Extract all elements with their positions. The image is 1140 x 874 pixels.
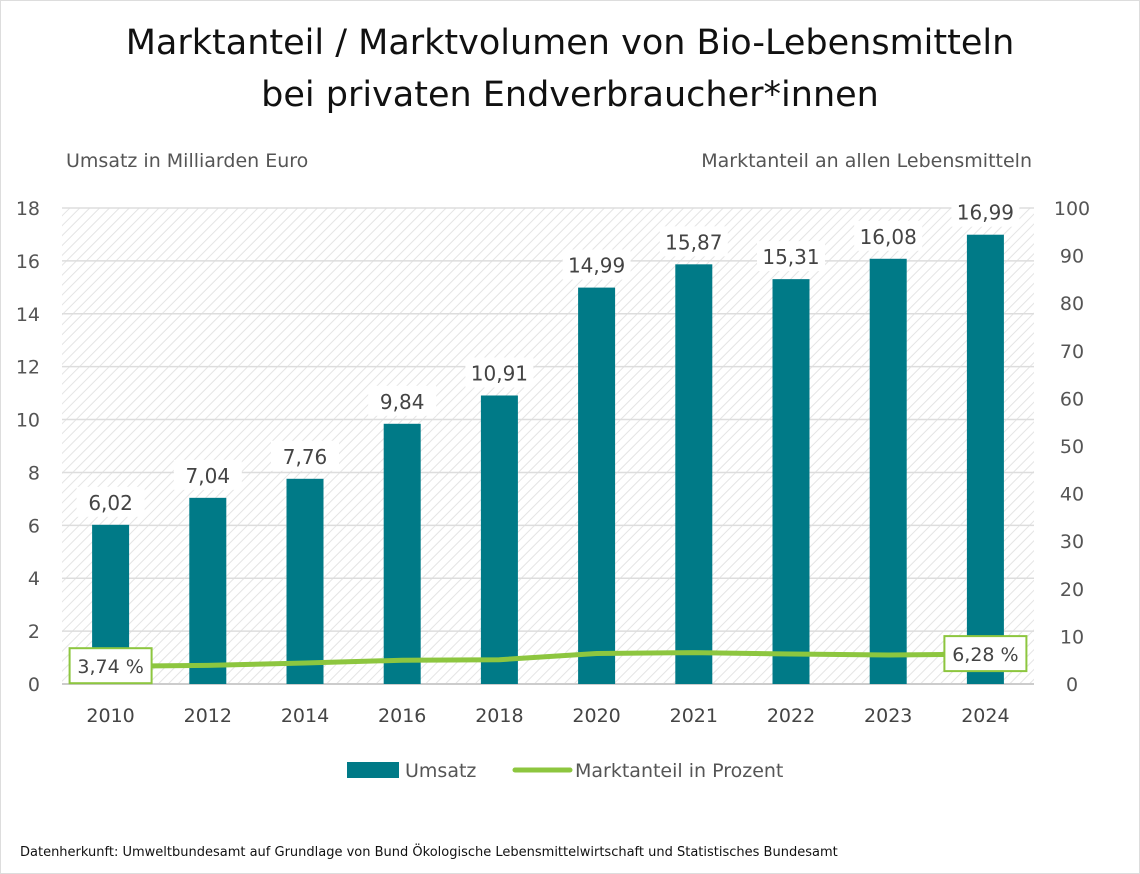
y-tick-label: 16 [16, 251, 40, 273]
y2-tick-label: 100 [1054, 198, 1090, 220]
data-label: 16,99 [957, 201, 1014, 225]
bar-2018 [480, 395, 518, 684]
data-label: 9,84 [380, 390, 425, 414]
y-tick-label: 2 [28, 621, 40, 643]
bar-2023 [869, 258, 907, 684]
y2-tick-label: 80 [1060, 293, 1084, 315]
y-tick-label: 4 [28, 568, 40, 590]
y2-axis-label: Marktanteil an allen Lebensmitteln [701, 150, 1032, 172]
y-tick-label: 10 [16, 410, 40, 432]
callout-box [943, 635, 1028, 673]
y-tick-label: 12 [16, 357, 40, 379]
data-label: 7,76 [283, 445, 328, 469]
x-tick-label: 2018 [475, 705, 523, 727]
y2-tick-label: 90 [1060, 246, 1084, 268]
y-tick-label: 6 [28, 515, 40, 537]
chart-title-line-1: Marktanteil / Marktvolumen von Bio-Leben… [125, 23, 1015, 63]
x-tick-label: 2010 [86, 705, 134, 727]
x-tick-label: 2020 [572, 705, 620, 727]
data-label-bg [951, 196, 1020, 227]
legend-swatch-umsatz [347, 762, 399, 778]
y-tick-label: 14 [16, 304, 40, 326]
bar-2021 [675, 264, 713, 684]
legend-label-marktanteil: Marktanteil in Prozent [575, 760, 783, 782]
y-tick-label: 18 [16, 198, 40, 220]
bar-2024 [966, 234, 1004, 684]
y2-tick-label: 10 [1060, 626, 1084, 648]
bar-2020 [578, 287, 616, 684]
x-tick-label: 2023 [864, 705, 912, 727]
y-tick-label: 8 [28, 462, 40, 484]
x-tick-label: 2021 [670, 705, 718, 727]
x-tick-label: 2024 [961, 705, 1009, 727]
data-label: 15,31 [762, 245, 819, 269]
callout-box [68, 647, 153, 685]
data-label-bg [173, 459, 242, 490]
x-tick-label: 2014 [281, 705, 329, 727]
y2-tick-label: 30 [1060, 531, 1084, 553]
chart-title-line-2: bei privaten Endverbraucher*innen [261, 75, 879, 115]
bar-2022 [772, 279, 810, 684]
data-label-bg [368, 385, 437, 416]
y2-tick-label: 70 [1060, 341, 1084, 363]
y2-tick-label: 60 [1060, 388, 1084, 410]
data-label-bg [76, 486, 145, 517]
y2-tick-label: 40 [1060, 484, 1084, 506]
data-label-bg [854, 220, 923, 251]
bar-2016 [383, 423, 421, 684]
x-tick-label: 2022 [767, 705, 815, 727]
data-label-bg [562, 249, 631, 280]
market-share-line [110, 650, 986, 669]
bar-2014 [286, 478, 324, 684]
data-label: 10,91 [471, 361, 528, 385]
callout-label: 6,28 % [952, 644, 1018, 666]
data-label-bg [271, 440, 339, 471]
y2-tick-label: 20 [1060, 579, 1084, 601]
y-axis-label: Umsatz in Milliarden Euro [66, 150, 309, 172]
data-label: 7,04 [186, 464, 231, 488]
source-note: Datenherkunft: Umweltbundesamt auf Grund… [20, 845, 838, 860]
data-label: 6,02 [88, 491, 133, 515]
y-tick-label: 0 [28, 674, 40, 696]
data-label: 15,87 [665, 230, 722, 254]
callout-label: 3,74 % [77, 656, 143, 678]
data-label: 16,08 [860, 225, 917, 249]
x-tick-label: 2016 [378, 705, 426, 727]
data-label-bg [757, 241, 825, 272]
y2-tick-label: 50 [1060, 436, 1084, 458]
data-label-bg [659, 226, 728, 257]
data-label-bg [465, 357, 534, 388]
data-label: 14,99 [568, 254, 625, 278]
y2-tick-label: 0 [1066, 674, 1078, 696]
x-tick-label: 2012 [184, 705, 232, 727]
bar-2012 [189, 497, 227, 684]
legend-label-umsatz: Umsatz [405, 760, 476, 782]
